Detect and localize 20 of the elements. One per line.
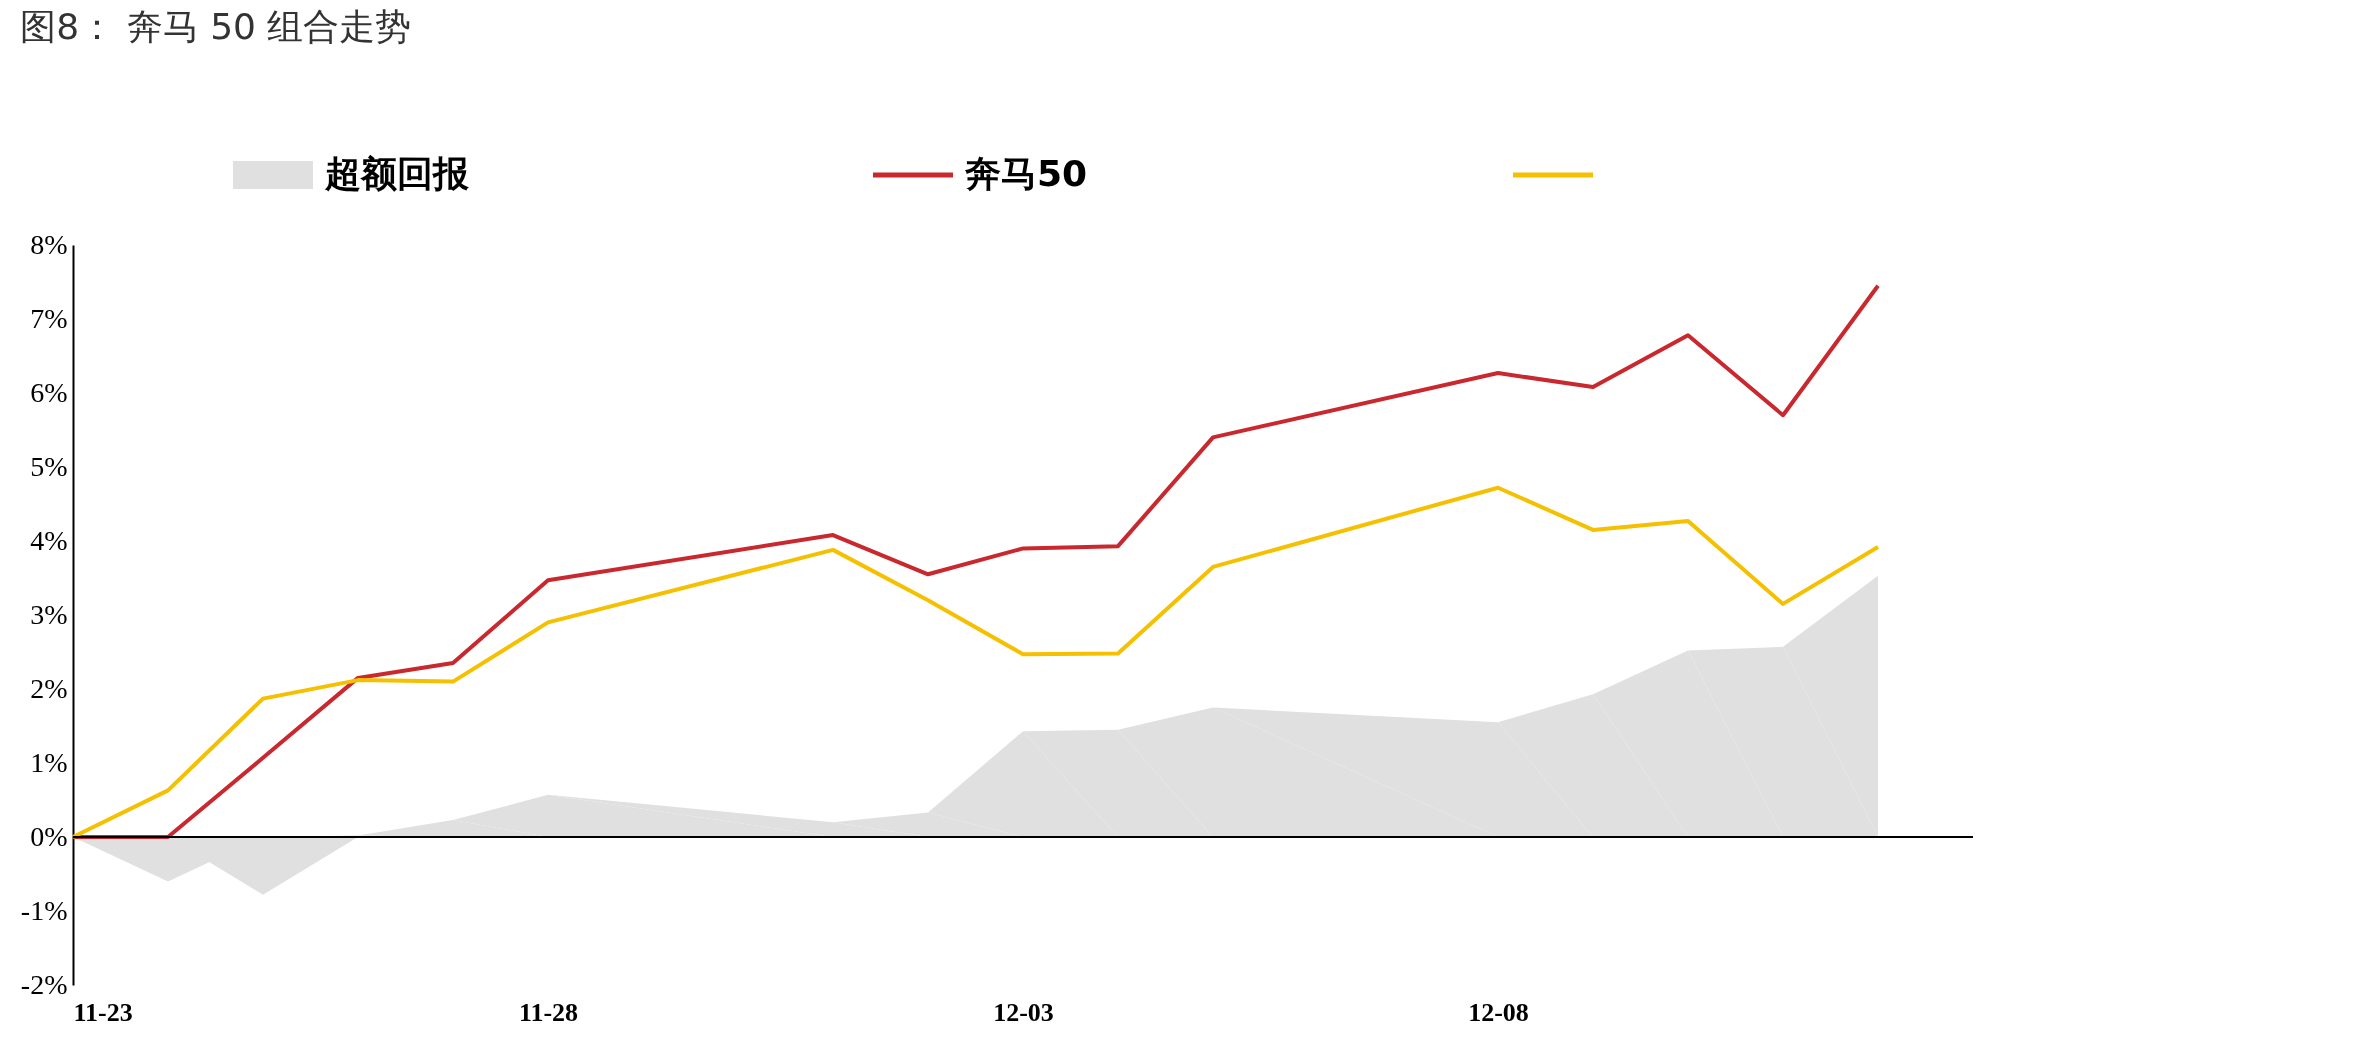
- y-tick-label: 4%: [30, 524, 68, 556]
- y-tick-label: 2%: [30, 672, 68, 704]
- y-tick-label: 7%: [30, 302, 68, 334]
- y-tick-label: -2%: [20, 968, 68, 1000]
- x-tick-label: 12-08: [1468, 997, 1529, 1027]
- legend-label: 奔马50: [964, 153, 1088, 194]
- y-tick-label: 8%: [30, 228, 68, 260]
- y-tick-label: 3%: [30, 598, 68, 630]
- x-tick-label: 11-28: [518, 997, 579, 1027]
- line-series: [71, 283, 1880, 839]
- y-tick-label: 5%: [30, 450, 68, 482]
- y-tick-label: -1%: [20, 894, 68, 926]
- y-tick-label: 1%: [30, 746, 68, 778]
- y-tick-label: 6%: [30, 376, 68, 408]
- legend-label: 超额回报: [324, 153, 470, 194]
- x-tick-label: 11-23: [73, 997, 133, 1027]
- x-tick-label: 12-03: [993, 997, 1054, 1027]
- y-tick-label: 0%: [30, 820, 68, 852]
- chart-title: 图8： 奔马 50 组合走势: [20, 6, 412, 47]
- line-series: [71, 485, 1880, 839]
